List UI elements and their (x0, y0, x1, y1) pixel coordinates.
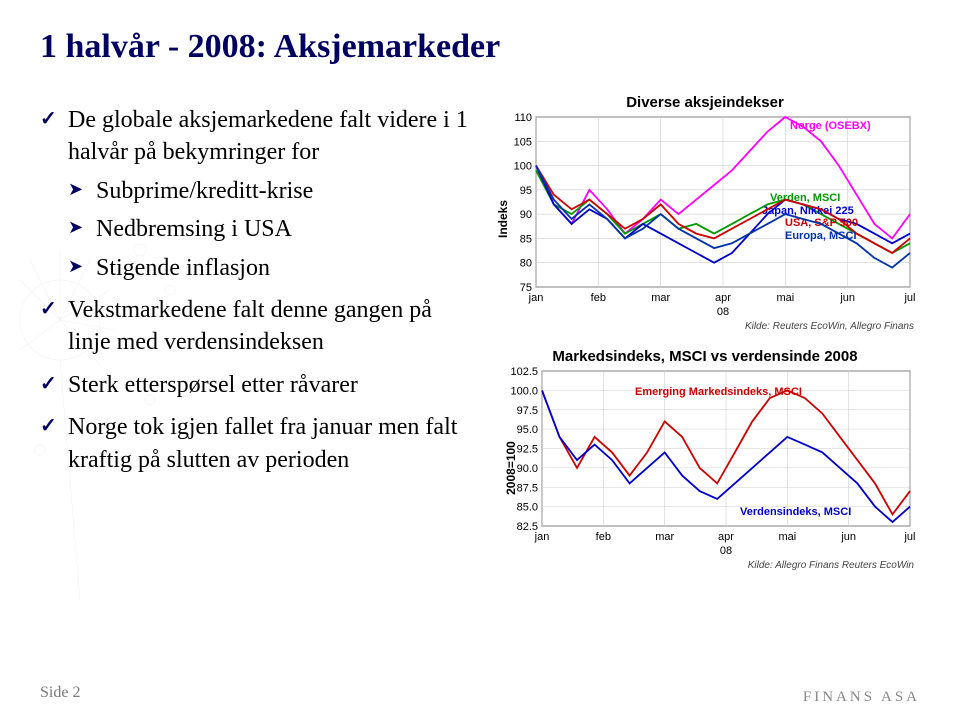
chart1-ylabel: Indeks (496, 200, 510, 238)
chart1-plot: 7580859095100105110janfebmaraprmaijunjul… (490, 111, 920, 321)
svg-text:feb: feb (596, 531, 611, 543)
chart-diverse-aksjeindekser: Diverse aksjeindekser Indeks 75808590951… (490, 94, 920, 344)
chart2-ylabel: 2008=100 (504, 441, 518, 495)
bullet-item: Sterk etterspørsel etter råvarer (40, 369, 480, 401)
svg-text:mar: mar (651, 292, 670, 304)
svg-text:97.5: 97.5 (517, 405, 538, 417)
svg-text:apr: apr (715, 292, 731, 304)
svg-text:95: 95 (520, 185, 532, 197)
svg-text:87.5: 87.5 (517, 482, 538, 494)
chart2-title: Markedsindeks, MSCI vs verdensinde 2008 (490, 348, 920, 365)
svg-text:jul: jul (903, 531, 915, 543)
svg-text:90: 90 (520, 209, 532, 221)
sub-bullet-item: Nedbremsing i USA (68, 213, 480, 245)
bullet-item: Vekstmarkedene falt denne gangen på linj… (40, 294, 480, 359)
bullet-item: Norge tok igjen fallet fra januar men fa… (40, 411, 480, 476)
sub-bullet-item: Subprime/kreditt-krise (68, 175, 480, 207)
svg-text:95.0: 95.0 (517, 424, 538, 436)
svg-text:mai: mai (778, 531, 796, 543)
svg-text:85.0: 85.0 (517, 502, 538, 514)
svg-text:Norge (OSEBX): Norge (OSEBX) (790, 120, 871, 132)
svg-text:Europa, MSCI: Europa, MSCI (785, 230, 857, 242)
svg-text:Japan, Nikkei 225: Japan, Nikkei 225 (762, 205, 854, 217)
svg-text:jan: jan (528, 292, 544, 304)
svg-text:mar: mar (655, 531, 674, 543)
svg-text:100.0: 100.0 (510, 385, 538, 397)
svg-text:Emerging Markedsindeks, MSCI: Emerging Markedsindeks, MSCI (635, 386, 802, 398)
chart2-plot: 102.5100.097.595.092.590.087.585.082.5ja… (490, 365, 920, 560)
svg-text:08: 08 (717, 306, 729, 318)
svg-text:jun: jun (839, 292, 855, 304)
svg-text:08: 08 (720, 545, 732, 557)
svg-text:feb: feb (591, 292, 606, 304)
footer-logo: FINANS ASA (803, 689, 920, 706)
chart1-source: Kilde: Reuters EcoWin, Allegro Finans (490, 321, 920, 332)
svg-text:102.5: 102.5 (510, 366, 538, 378)
svg-text:USA, S&P 500: USA, S&P 500 (785, 217, 858, 229)
svg-text:100: 100 (514, 161, 532, 173)
svg-text:110: 110 (514, 112, 532, 124)
chart2-source: Kilde: Allegro Finans Reuters EcoWin (490, 560, 920, 571)
svg-text:jun: jun (840, 531, 856, 543)
svg-text:Verdensindeks, MSCI: Verdensindeks, MSCI (740, 506, 851, 518)
svg-text:90.0: 90.0 (517, 463, 538, 475)
svg-text:mai: mai (776, 292, 794, 304)
bullet-item: De globale aksjemarkedene falt videre i … (40, 104, 480, 284)
page-title: 1 halvår - 2008: Aksjemarkeder (40, 28, 920, 66)
chart-markedsindeks: Markedsindeks, MSCI vs verdensinde 2008 … (490, 348, 920, 588)
svg-text:80: 80 (520, 258, 532, 270)
svg-text:85: 85 (520, 233, 532, 245)
bullet-column: De globale aksjemarkedene falt videre i … (40, 94, 480, 588)
chart1-title: Diverse aksjeindekser (490, 94, 920, 111)
svg-text:92.5: 92.5 (517, 444, 538, 456)
svg-text:apr: apr (718, 531, 734, 543)
sub-bullet-item: Stigende inflasjon (68, 252, 480, 284)
svg-text:105: 105 (514, 136, 532, 148)
svg-text:jan: jan (534, 531, 550, 543)
svg-text:jul: jul (903, 292, 915, 304)
page-number: Side 2 (40, 684, 80, 702)
